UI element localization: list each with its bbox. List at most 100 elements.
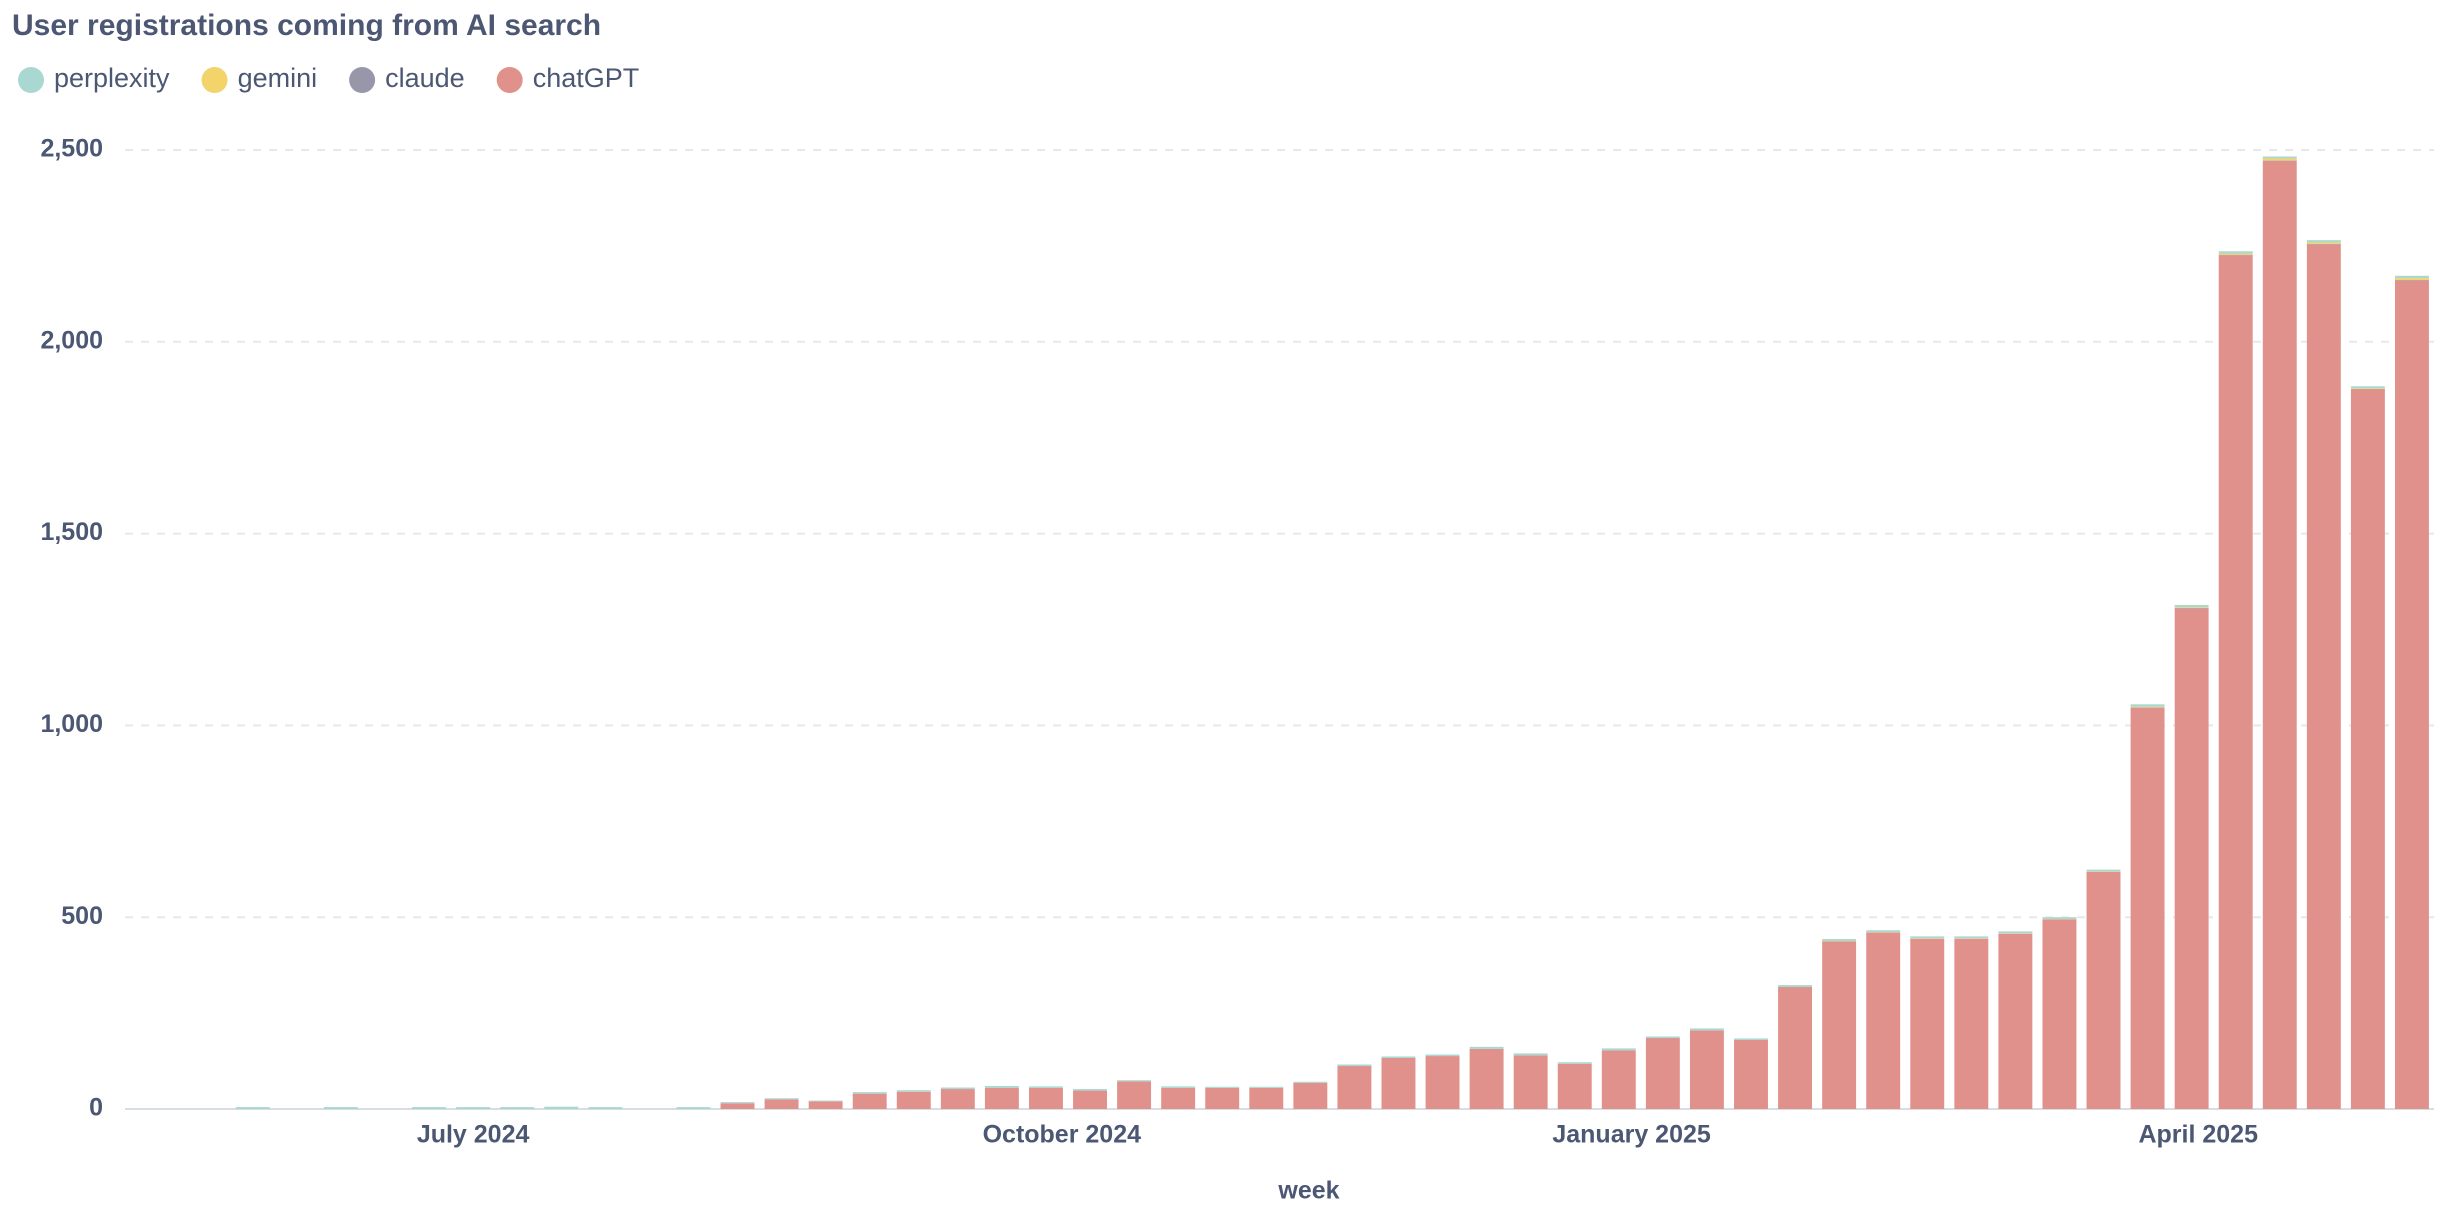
bar-segment	[1734, 1039, 1768, 1109]
bar-segment	[1425, 1054, 1460, 1057]
bar-segment	[1557, 1062, 1592, 1064]
bar-segment	[1028, 1086, 1063, 1088]
bar-segment	[2130, 704, 2165, 707]
bar-segment	[2130, 706, 2165, 708]
bar-segment	[720, 1103, 755, 1109]
bar-segment	[2130, 707, 2165, 1109]
bar-segment	[2350, 388, 2385, 389]
bar-segment	[2218, 251, 2253, 254]
legend-label: gemini	[238, 63, 318, 93]
bar-segment	[1645, 1036, 1680, 1039]
legend-label: perplexity	[54, 63, 170, 93]
bar-segment	[2174, 604, 2209, 608]
bar-segment	[1469, 1046, 1504, 1049]
bar-segment	[896, 1091, 931, 1109]
bar-segment	[1073, 1089, 1107, 1091]
bar-segment	[1778, 987, 1813, 1109]
bar-segment	[2350, 386, 2385, 389]
legend-swatch	[201, 67, 228, 93]
bar-segment	[676, 1107, 711, 1109]
bar-segment	[1381, 1057, 1416, 1109]
bar-segment	[2395, 278, 2429, 281]
legend-swatch	[496, 67, 523, 93]
x-axis-title: week	[1277, 1177, 1339, 1205]
bar-segment	[1645, 1038, 1680, 1109]
bar-segment	[1117, 1080, 1152, 1082]
bar-segment	[2395, 275, 2429, 279]
legend-label: claude	[385, 63, 465, 93]
bar-segment	[852, 1093, 887, 1109]
bar-segment	[852, 1092, 887, 1094]
bar-segment	[1778, 985, 1813, 988]
bar-segment	[323, 1107, 358, 1109]
bar-segment	[500, 1107, 535, 1109]
bar-segment	[2262, 156, 2297, 159]
bar-segment	[940, 1089, 975, 1109]
legend-swatch	[18, 67, 44, 93]
bar-segment	[1998, 933, 2033, 1109]
bar-segment	[764, 1098, 799, 1100]
bar-segment	[984, 1087, 1019, 1109]
y-tick-label: 1,500	[40, 518, 103, 546]
y-tick-label: 2,500	[40, 135, 103, 163]
bar-segment	[2262, 158, 2297, 161]
bar-segment	[1205, 1087, 1240, 1109]
bar-segment	[2395, 280, 2429, 1109]
bar-segment	[1601, 1048, 1636, 1051]
bar-segment	[720, 1102, 755, 1104]
bar-segment	[1073, 1090, 1107, 1109]
bar-segment	[2306, 242, 2341, 244]
bar-segment	[1293, 1082, 1328, 1109]
bar-segment	[896, 1090, 931, 1092]
bar-segment	[1161, 1086, 1196, 1088]
bar-segment	[764, 1099, 799, 1109]
bar-segment	[940, 1087, 975, 1090]
bar-segment	[1028, 1087, 1063, 1109]
bar-segment	[1601, 1050, 1636, 1109]
bar-segment	[2086, 871, 2121, 1109]
y-tick-label: 0	[89, 1094, 103, 1122]
bar-segment	[235, 1107, 270, 1109]
bar-segment	[808, 1101, 843, 1109]
bar-segment	[588, 1107, 623, 1109]
bar-segment	[1866, 932, 1901, 1109]
bar-segment	[1954, 936, 1989, 939]
bar-segment	[1161, 1087, 1196, 1109]
bar-segment	[2350, 389, 2385, 1109]
bar-segment	[1513, 1055, 1548, 1109]
bar-segment	[1205, 1086, 1240, 1088]
bar-segment	[2262, 160, 2297, 1110]
bar-segment	[1866, 930, 1901, 933]
x-tick-label: October 2024	[983, 1121, 1142, 1149]
bar-segment	[1910, 938, 1945, 1109]
bar-segment	[984, 1085, 1019, 1088]
bar-segment	[2306, 244, 2341, 1109]
bar-segment	[2086, 869, 2121, 872]
bar-segment	[808, 1100, 843, 1102]
bar-segment	[1734, 1038, 1768, 1040]
bar-segment	[2174, 607, 2209, 609]
bar-segment	[2218, 255, 2253, 1110]
legend-swatch	[349, 67, 376, 93]
x-tick-label: April 2025	[2138, 1121, 2258, 1149]
bar-segment	[2042, 917, 2077, 920]
bar-segment	[412, 1107, 447, 1109]
bar-segment	[1998, 931, 2033, 934]
bar-segment	[1249, 1087, 1284, 1109]
bar-segment	[1910, 936, 1945, 939]
bar-segment	[1469, 1048, 1504, 1109]
bar-segment	[1117, 1081, 1152, 1109]
y-tick-label: 2,000	[40, 326, 103, 354]
bar-segment	[1513, 1053, 1548, 1056]
bar-segment	[1822, 941, 1857, 1109]
bar-segment	[1557, 1063, 1592, 1109]
bar-segment	[544, 1106, 579, 1109]
chart-title: User registrations coming from AI search	[12, 9, 601, 42]
bar-segment	[456, 1107, 491, 1109]
bar-segment	[1954, 938, 1989, 1109]
y-tick-label: 500	[61, 902, 103, 930]
bar-segment	[2218, 253, 2253, 255]
bar-segment	[1249, 1086, 1284, 1088]
